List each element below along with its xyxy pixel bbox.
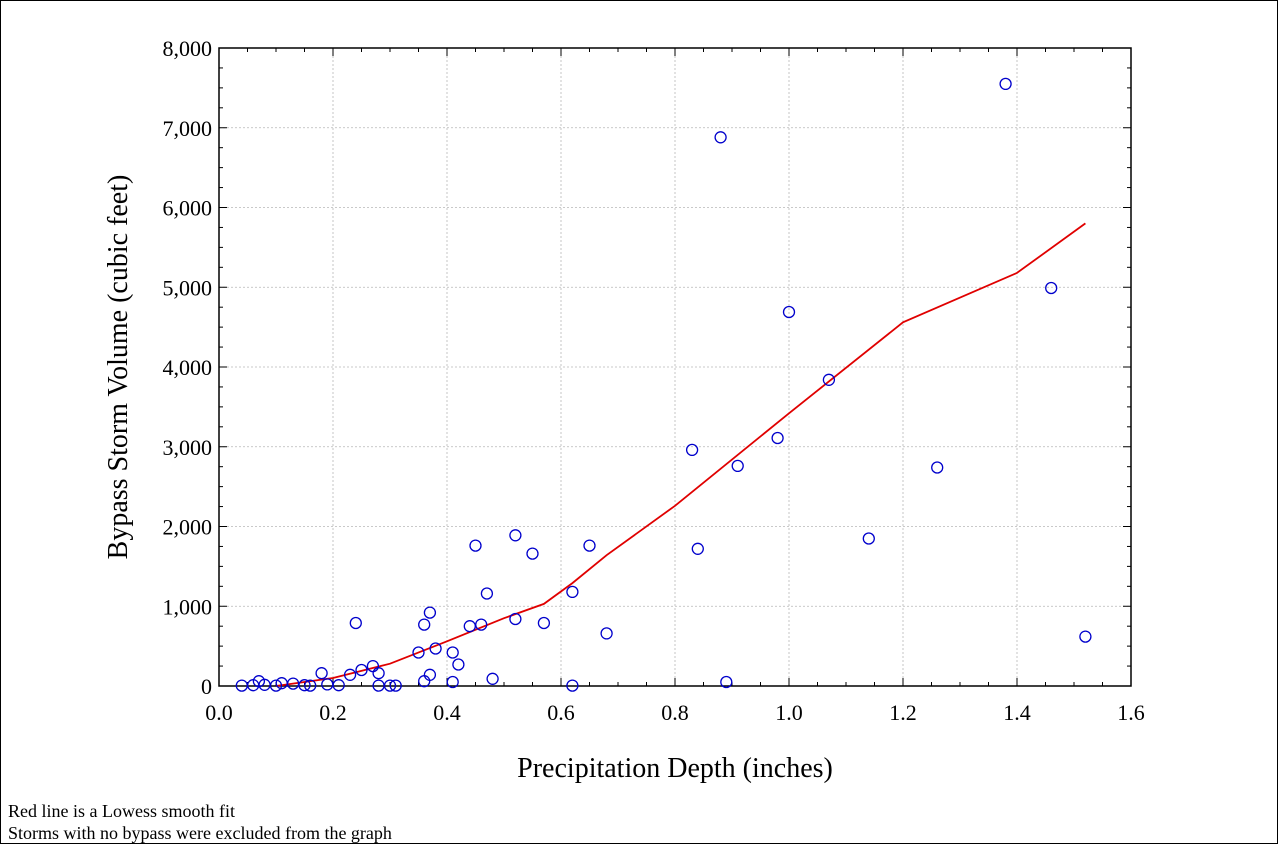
data-point xyxy=(731,459,744,473)
data-point xyxy=(685,443,699,457)
data-point xyxy=(1079,630,1092,643)
lowess-fit-line xyxy=(275,222,1086,687)
data-point xyxy=(463,620,476,633)
data-point xyxy=(446,646,459,659)
data-point xyxy=(691,542,704,555)
y-tick-label: 8,000 xyxy=(163,36,213,61)
data-point xyxy=(298,679,311,692)
y-tick-labels: 0 1,000 2,000 3,000 4,000 5,000 6,000 7,000 8,00… xyxy=(163,36,213,699)
x-axis-title: Precipitation Depth (inches) xyxy=(517,753,833,784)
x-tick-label: 1.0 xyxy=(775,700,803,725)
y-tick-label: 3,000 xyxy=(163,435,213,460)
x-tick-labels: 0.0 0.2 0.4 0.6 0.8 1.0 1.2 1.4 1.6 xyxy=(205,700,1145,725)
x-tick-label: 0.2 xyxy=(319,700,347,725)
data-point xyxy=(452,658,465,671)
x-tick-label: 1.2 xyxy=(889,700,917,725)
data-point xyxy=(1045,281,1058,295)
data-point xyxy=(600,627,613,640)
data-point xyxy=(304,679,317,692)
data-point xyxy=(418,618,431,631)
data-point xyxy=(389,679,402,692)
data-point xyxy=(509,529,522,542)
data-point xyxy=(537,616,551,630)
data-point xyxy=(566,585,579,599)
y-tick-label: 6,000 xyxy=(163,196,213,221)
note-lowess: Red line is a Lowess smooth fit xyxy=(8,801,235,821)
x-tick-label: 1.4 xyxy=(1003,700,1031,725)
data-point xyxy=(315,667,328,680)
grid-lines xyxy=(219,48,1131,686)
note-excluded: Storms with no bypass were excluded from… xyxy=(8,823,392,843)
data-point xyxy=(583,539,596,552)
data-point xyxy=(526,547,539,560)
data-point xyxy=(862,532,875,545)
data-point xyxy=(446,675,459,689)
y-tick-label: 2,000 xyxy=(163,515,213,540)
data-point xyxy=(412,646,425,659)
data-point xyxy=(486,672,499,685)
data-point xyxy=(383,679,397,692)
data-point xyxy=(423,668,437,681)
data-point xyxy=(566,679,579,692)
data-point xyxy=(269,679,283,692)
data-point xyxy=(475,618,488,631)
y-tick-label: 0 xyxy=(201,674,212,699)
data-point xyxy=(349,616,362,630)
data-point xyxy=(423,606,437,619)
data-point xyxy=(782,305,796,319)
data-point xyxy=(469,539,482,552)
data-point xyxy=(822,373,836,386)
axis-ticks xyxy=(218,47,1132,687)
data-point xyxy=(321,678,334,691)
y-tick-label: 7,000 xyxy=(163,116,213,141)
y-tick-label: 4,000 xyxy=(163,355,213,380)
data-point xyxy=(480,587,494,600)
y-tick-label: 5,000 xyxy=(163,275,213,300)
data-point xyxy=(931,461,944,474)
data-point xyxy=(999,77,1012,91)
data-point xyxy=(720,675,733,689)
data-points xyxy=(235,77,1092,692)
data-point xyxy=(355,663,368,677)
x-tick-label: 1.6 xyxy=(1117,700,1145,725)
y-axis-title: Bypass Storm Volume (cubic feet) xyxy=(103,175,134,560)
data-point xyxy=(418,675,431,688)
x-tick-label: 0.8 xyxy=(661,700,689,725)
x-tick-label: 0.0 xyxy=(205,700,233,725)
y-tick-label: 1,000 xyxy=(163,594,213,619)
data-point xyxy=(714,131,727,144)
x-tick-label: 0.4 xyxy=(433,700,461,725)
data-point xyxy=(343,668,357,681)
x-tick-label: 0.6 xyxy=(547,700,575,725)
data-point xyxy=(429,642,442,655)
data-point xyxy=(509,612,522,626)
data-point xyxy=(332,679,345,692)
data-point xyxy=(372,667,385,680)
data-point xyxy=(771,431,784,445)
